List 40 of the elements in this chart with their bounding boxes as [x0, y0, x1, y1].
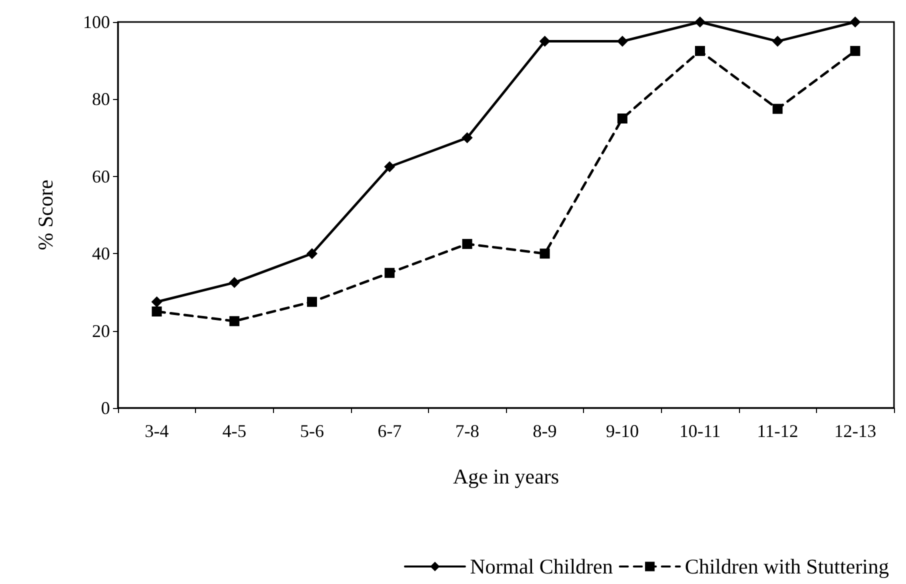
x-axis-title: Age in years: [452, 464, 560, 488]
y-tick-label: 80: [92, 89, 110, 110]
point: [462, 132, 473, 144]
x-tick-label: 6-7: [378, 421, 402, 441]
point: [151, 296, 162, 308]
y-tick-label: 100: [83, 12, 110, 32]
point: [617, 114, 628, 124]
x-tick-label: 5-6: [300, 421, 324, 441]
point: [228, 277, 240, 288]
point: [694, 16, 706, 28]
point: [384, 161, 396, 172]
point: [540, 248, 550, 259]
point: [695, 46, 705, 56]
point: [850, 46, 860, 56]
point: [616, 36, 628, 47]
x-tick-label: 11-12: [756, 421, 798, 441]
y-tick-label: 60: [92, 166, 110, 186]
point: [462, 238, 472, 249]
y-tick-label: 0: [101, 398, 110, 418]
y-tick-label: 20: [92, 320, 110, 341]
point: [152, 306, 162, 316]
y-tick-label: 40: [92, 244, 110, 264]
point: [772, 36, 784, 47]
point: [307, 296, 317, 307]
point: [850, 16, 861, 28]
point: [539, 36, 550, 47]
y-axis-title: % Score: [34, 180, 58, 250]
x-tick-label: 9-10: [606, 421, 639, 441]
point: [229, 316, 240, 326]
legend-label: Normal Children: [470, 554, 614, 578]
x-tick-label: 7-8: [455, 421, 480, 441]
x-tick-label: 4-5: [222, 421, 246, 441]
point: [384, 268, 395, 278]
x-tick-label: 10-11: [679, 421, 721, 441]
legend-label: Children with Stuttering: [684, 554, 890, 578]
point: [772, 104, 783, 114]
x-tick-label: 3-4: [144, 421, 169, 441]
x-tick-label: 8-9: [532, 421, 557, 441]
point: [306, 248, 318, 260]
x-tick-label: 12-13: [834, 421, 876, 441]
